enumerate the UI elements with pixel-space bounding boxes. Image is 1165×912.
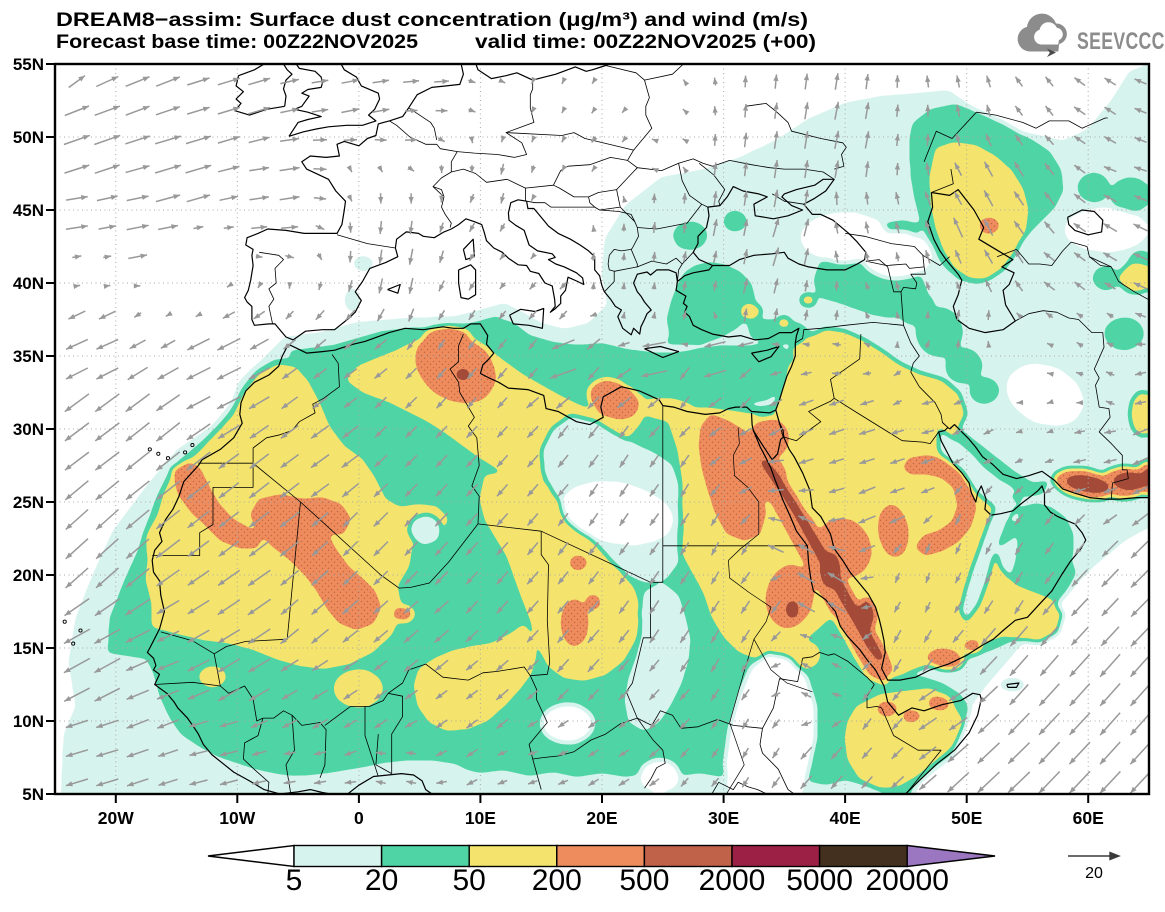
svg-text:20: 20 <box>365 864 398 897</box>
svg-text:30E: 30E <box>708 808 739 828</box>
svg-text:10N: 10N <box>13 712 44 731</box>
svg-text:20: 20 <box>1085 865 1103 882</box>
svg-text:15N: 15N <box>13 639 44 658</box>
svg-text:50E: 50E <box>951 808 982 828</box>
svg-text:0: 0 <box>354 808 364 828</box>
svg-text:50: 50 <box>453 864 486 897</box>
svg-text:10E: 10E <box>465 808 496 828</box>
svg-text:500: 500 <box>619 864 669 897</box>
svg-text:DREAM8−assim: Surface dust con: DREAM8−assim: Surface dust concentration… <box>56 9 808 31</box>
svg-text:55N: 55N <box>13 55 44 74</box>
svg-text:5N: 5N <box>22 785 44 804</box>
svg-text:5000: 5000 <box>786 864 853 897</box>
svg-text:20N: 20N <box>13 566 44 585</box>
svg-text:Forecast base time: 00Z22NOV20: Forecast base time: 00Z22NOV2025 <box>56 31 418 53</box>
svg-text:20W: 20W <box>98 808 134 828</box>
svg-text:45N: 45N <box>13 201 44 220</box>
svg-text:20E: 20E <box>586 808 617 828</box>
svg-text:2000: 2000 <box>699 864 766 897</box>
svg-text:200: 200 <box>532 864 582 897</box>
svg-text:50N: 50N <box>13 128 44 147</box>
svg-text:20000: 20000 <box>865 864 948 897</box>
svg-text:60E: 60E <box>1073 808 1104 828</box>
svg-text:40N: 40N <box>13 274 44 293</box>
svg-text:SEEVCCC: SEEVCCC <box>1077 27 1165 55</box>
svg-text:valid time: 00Z22NOV2025 (+00): valid time: 00Z22NOV2025 (+00) <box>475 31 816 53</box>
svg-text:35N: 35N <box>13 347 44 366</box>
svg-text:10W: 10W <box>219 808 255 828</box>
svg-text:40E: 40E <box>830 808 861 828</box>
svg-text:30N: 30N <box>13 420 44 439</box>
svg-text:5: 5 <box>286 864 303 897</box>
svg-text:25N: 25N <box>13 493 44 512</box>
